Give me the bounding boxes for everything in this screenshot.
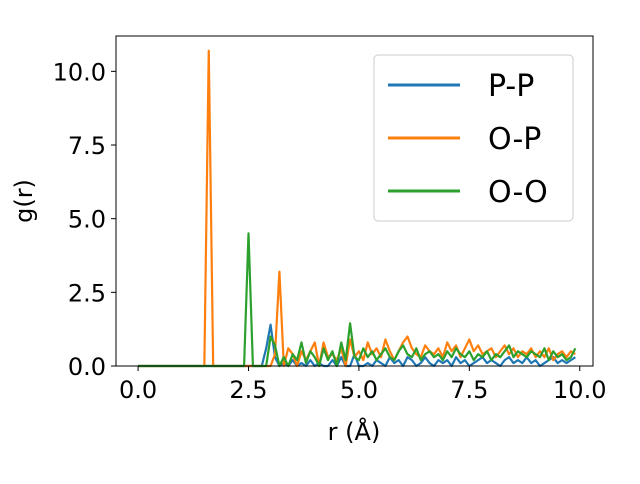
y-tick-label: 7.5 — [68, 132, 106, 160]
x-tick-label: 7.5 — [450, 376, 488, 404]
x-tick-label: 5.0 — [340, 376, 378, 404]
y-tick-label: 0.0 — [68, 353, 106, 381]
legend-frame — [373, 54, 574, 222]
plot-frame — [115, 35, 594, 367]
legend-label-2: O-O — [488, 175, 548, 210]
y-tick-label: 10.0 — [53, 58, 106, 86]
y-tick-label: 5.0 — [68, 206, 106, 234]
y-axis-label: g(r) — [10, 179, 38, 223]
x-axis-label: r (Å) — [328, 417, 381, 446]
legend-label-0: P-P — [488, 69, 534, 104]
series-line-2 — [138, 232, 577, 368]
legend-label-1: O-P — [488, 122, 541, 157]
x-tick-label: 10.0 — [553, 376, 606, 404]
series-line-0 — [138, 323, 576, 368]
legend: P-P O-P O-O — [373, 54, 574, 222]
y-axis: 0.0 2.5 5.0 7.5 10.0 — [53, 58, 116, 381]
x-tick-label: 0.0 — [119, 376, 157, 404]
x-axis: 0.0 2.5 5.0 7.5 10.0 — [119, 366, 606, 404]
series-layer — [138, 49, 577, 368]
y-tick-label: 2.5 — [68, 279, 106, 307]
x-tick-label: 2.5 — [229, 376, 267, 404]
